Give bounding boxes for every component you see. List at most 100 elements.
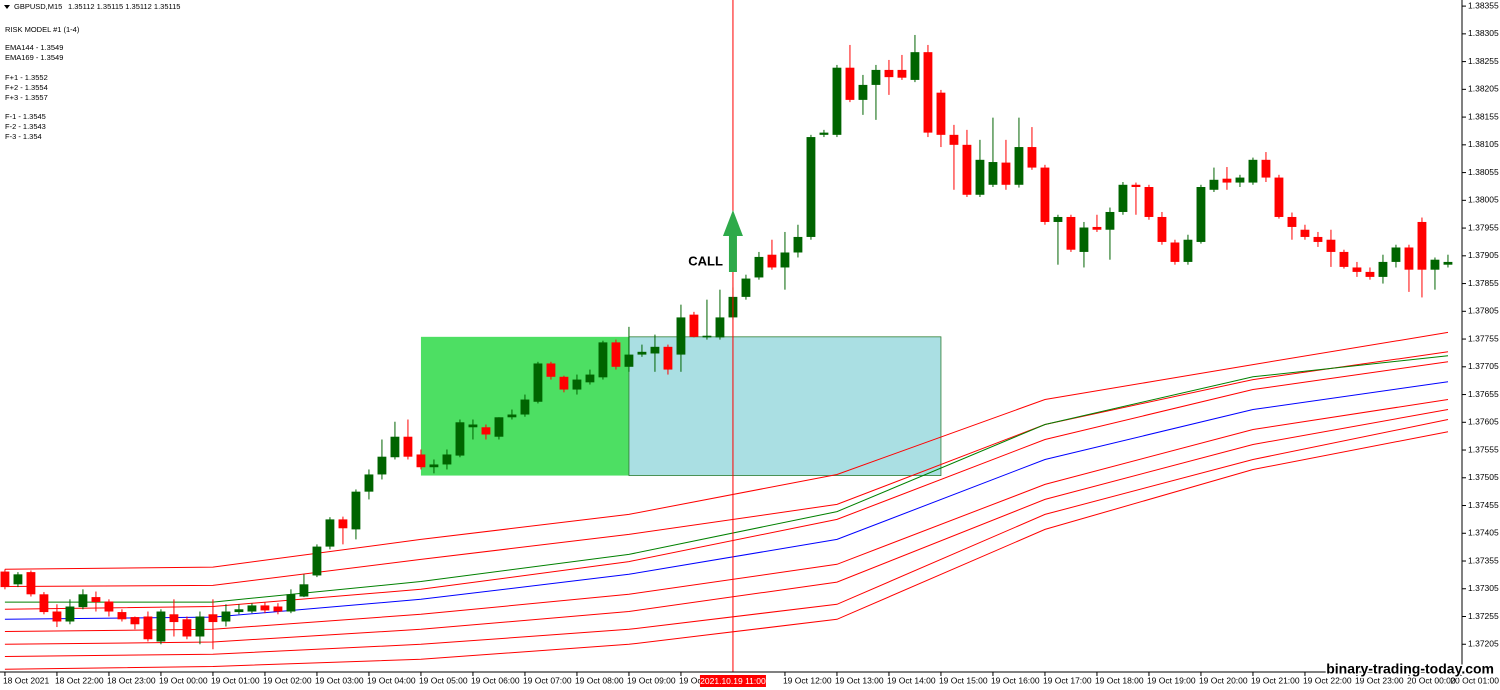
candle-body bbox=[1287, 216, 1297, 227]
info-line: F+2 - 1.3554 bbox=[5, 83, 48, 92]
candle-body bbox=[494, 417, 504, 437]
candle-body bbox=[1261, 159, 1271, 178]
x-tick-label: 19 Oct 23:00 bbox=[1355, 675, 1404, 685]
candle-body bbox=[793, 236, 803, 253]
candle-body bbox=[208, 614, 218, 623]
candle-body bbox=[117, 612, 127, 620]
y-tick-label: 1.38355 bbox=[1468, 0, 1499, 10]
y-tick-label: 1.37605 bbox=[1468, 417, 1499, 427]
y-tick-label: 1.37755 bbox=[1468, 333, 1499, 343]
candle-body bbox=[676, 317, 686, 355]
info-line: F-1 - 1.3545 bbox=[5, 112, 46, 121]
y-tick-label: 1.37455 bbox=[1468, 500, 1499, 510]
y-tick-label: 1.38205 bbox=[1468, 84, 1499, 94]
x-tick-label: 20 Oct 00:00 bbox=[1407, 675, 1456, 685]
x-tick-label: 19 Oct 20:00 bbox=[1199, 675, 1248, 685]
candle-body bbox=[221, 611, 231, 622]
candle-body bbox=[637, 351, 647, 355]
candle-body bbox=[1300, 229, 1310, 237]
candle-body bbox=[403, 436, 413, 457]
candle-body bbox=[1313, 236, 1323, 242]
x-tick-label: 19 Oct 19:00 bbox=[1147, 675, 1196, 685]
candle-body bbox=[1248, 159, 1258, 183]
candle-body bbox=[1378, 261, 1388, 277]
candle-body bbox=[1326, 239, 1336, 252]
x-tick-label: 19 Oct 14:00 bbox=[887, 675, 936, 685]
x-tick-label: 19 Oct 00:00 bbox=[159, 675, 208, 685]
time-marker-label: 2021.10.19 11:00 bbox=[700, 676, 766, 686]
info-line: F-3 - 1.354 bbox=[5, 132, 42, 141]
zone bbox=[628, 336, 942, 476]
candle-body bbox=[949, 134, 959, 145]
candle-body bbox=[78, 594, 88, 608]
candle-body bbox=[143, 616, 153, 640]
x-tick-label: 19 Oct 02:00 bbox=[263, 675, 312, 685]
candle-body bbox=[533, 363, 543, 402]
candle-body bbox=[559, 376, 569, 390]
info-line: EMA169 - 1.3549 bbox=[5, 53, 63, 62]
candle-body bbox=[1196, 187, 1206, 242]
candle-body bbox=[455, 422, 465, 456]
y-tick-label: 1.37505 bbox=[1468, 472, 1499, 482]
candle-body bbox=[1092, 226, 1102, 230]
x-tick-label: 19 Oct 03:00 bbox=[315, 675, 364, 685]
candle-body bbox=[416, 454, 426, 468]
candle-body bbox=[520, 399, 530, 415]
y-tick-label: 1.38305 bbox=[1468, 28, 1499, 38]
x-tick-label: 18 Oct 2021 bbox=[3, 675, 50, 685]
candle-body bbox=[286, 594, 296, 612]
candle-body bbox=[754, 256, 764, 278]
candle-body bbox=[572, 379, 582, 390]
y-tick-label: 1.37705 bbox=[1468, 361, 1499, 371]
candle-body bbox=[1183, 239, 1193, 262]
x-tick-label: 19 Oct 07:00 bbox=[523, 675, 572, 685]
info-line: F+1 - 1.3552 bbox=[5, 73, 48, 82]
candle-body bbox=[429, 464, 439, 468]
y-tick-label: 1.37355 bbox=[1468, 555, 1499, 565]
candle-body bbox=[767, 254, 777, 268]
candle-body bbox=[1443, 261, 1453, 265]
y-tick-label: 1.37905 bbox=[1468, 250, 1499, 260]
candle-body bbox=[195, 616, 205, 637]
candle-body bbox=[650, 346, 660, 354]
x-tick-label: 19 Oct 15:00 bbox=[939, 675, 988, 685]
y-tick-label: 1.37405 bbox=[1468, 528, 1499, 538]
y-tick-label: 1.38005 bbox=[1468, 195, 1499, 205]
x-tick-label: 19 Oct 06:00 bbox=[471, 675, 520, 685]
x-tick-label: 19 Oct 09:00 bbox=[627, 675, 676, 685]
candle-body bbox=[1339, 251, 1349, 267]
candle-body bbox=[923, 52, 933, 133]
y-tick-label: 1.38155 bbox=[1468, 111, 1499, 121]
candle-body bbox=[377, 456, 387, 475]
info-line: F+3 - 1.3557 bbox=[5, 93, 48, 102]
y-tick-label: 1.37855 bbox=[1468, 278, 1499, 288]
candle-body bbox=[1365, 271, 1375, 277]
candle-body bbox=[273, 606, 283, 612]
menu-triangle bbox=[4, 5, 10, 9]
candle-body bbox=[26, 572, 36, 595]
candle-body bbox=[975, 159, 985, 195]
candle-body bbox=[715, 317, 725, 338]
candle-body bbox=[481, 427, 491, 435]
candle-body bbox=[819, 132, 829, 135]
x-tick-label: 19 Oct 22:00 bbox=[1303, 675, 1352, 685]
candle-body bbox=[507, 414, 517, 418]
x-tick-label: 19 Oct 21:00 bbox=[1251, 675, 1300, 685]
candle-body bbox=[910, 52, 920, 80]
y-tick-label: 1.37955 bbox=[1468, 222, 1499, 232]
y-tick-label: 1.37655 bbox=[1468, 389, 1499, 399]
candle-body bbox=[325, 519, 335, 547]
y-tick-label: 1.38105 bbox=[1468, 139, 1499, 149]
candle-body bbox=[182, 619, 192, 637]
candle-body bbox=[884, 69, 894, 78]
candle-body bbox=[52, 611, 62, 622]
candle-body bbox=[247, 605, 257, 612]
candle-body bbox=[936, 92, 946, 135]
x-tick-label: 19 Oct 18:00 bbox=[1095, 675, 1144, 685]
candle-body bbox=[871, 69, 881, 85]
candle-body bbox=[546, 363, 556, 377]
y-tick-label: 1.38055 bbox=[1468, 167, 1499, 177]
candle-body bbox=[598, 342, 608, 378]
y-tick-label: 1.38255 bbox=[1468, 56, 1499, 66]
